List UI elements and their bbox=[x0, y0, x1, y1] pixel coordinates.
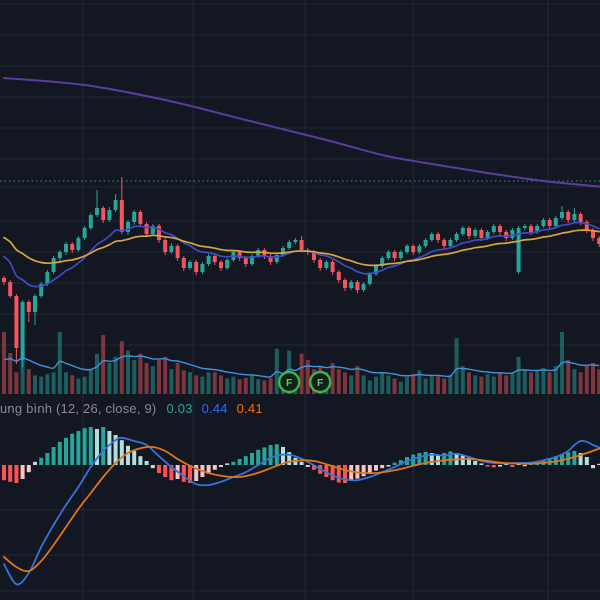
indicator-name[interactable]: ung bình (12, 26, close, 9) bbox=[0, 401, 157, 416]
macd-hist-value: 0.03 bbox=[166, 401, 193, 416]
macd-signal-value: 0.41 bbox=[236, 401, 263, 416]
svg-text:F: F bbox=[317, 377, 324, 389]
svg-text:F: F bbox=[286, 377, 293, 389]
macd-line-value: 0.44 bbox=[201, 401, 228, 416]
long-ma-line bbox=[3, 77, 600, 188]
volume-layer bbox=[2, 332, 600, 394]
volume-ma-line bbox=[3, 355, 600, 378]
event-marker-f[interactable]: F bbox=[278, 370, 301, 394]
price-ma-lines bbox=[3, 221, 600, 288]
macd-pane bbox=[2, 427, 600, 586]
event-marker-f[interactable]: F bbox=[309, 370, 332, 394]
candles-layer bbox=[2, 177, 600, 367]
macd-indicator-label: ung bình (12, 26, close, 9) 0.03 0.44 0.41 bbox=[0, 401, 272, 416]
